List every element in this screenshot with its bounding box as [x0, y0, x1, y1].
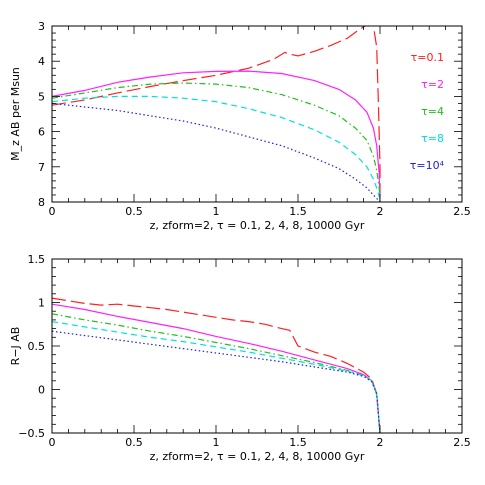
x-tick-label: 1 [213, 205, 220, 218]
y-axis-label: M_z AB per Msun [9, 67, 22, 161]
legend-entry-5: τ=10⁴ [410, 159, 445, 172]
legend-entry-3: τ=4 [421, 105, 444, 118]
bottom-chart-panel: 0 0.5 1 1.5 2 2.5−0.500.511.5z, zform=2, τ = … [9, 253, 471, 463]
x-tick-label: 2 [377, 205, 384, 218]
series-line-5 [52, 102, 381, 202]
x-tick-label: 0.5 [125, 436, 143, 449]
y-tick-label: 1 [38, 297, 45, 310]
series-line-2 [52, 70, 381, 202]
legend-entry-2: τ=2 [421, 78, 444, 91]
series-line-4 [52, 95, 381, 202]
y-tick-label: 7 [38, 161, 45, 174]
x-tick-label: 1 [213, 436, 220, 449]
series-line-1 [52, 297, 381, 433]
series-line-4 [52, 321, 381, 433]
x-tick-label: 1.5 [289, 436, 307, 449]
y-tick-label: −0.5 [18, 427, 45, 440]
x-tick-label: 2.5 [453, 205, 471, 218]
y-tick-label: 3 [38, 20, 45, 33]
x-tick-label: 0 [49, 205, 56, 218]
series-line-1 [52, 26, 381, 202]
x-tick-label: 0 [49, 436, 56, 449]
series-line-3 [52, 313, 381, 433]
y-tick-label: 5 [38, 90, 45, 103]
y-tick-label: 0.5 [28, 340, 46, 353]
y-tick-label: 1.5 [28, 253, 46, 266]
y-tick-label: 8 [38, 196, 45, 209]
y-tick-label: 6 [38, 126, 45, 139]
y-tick-label: 4 [38, 55, 45, 68]
y-axis-label: R−J AB [9, 327, 22, 366]
x-axis-label: z, zform=2, τ = 0.1, 2, 4, 8, 10000 Gyr [150, 450, 365, 463]
x-tick-label: 0.5 [125, 205, 143, 218]
x-tick-label: 1.5 [289, 205, 307, 218]
series-line-3 [52, 82, 381, 202]
x-tick-label: 2 [377, 436, 384, 449]
top-chart-panel: 0 0.5 1 1.5 2 2.5 3 4 5 6 7 8 z, zform=2, τ = 0.1, 2… [9, 20, 471, 232]
y-tick-label: 0 [38, 384, 45, 397]
plot-frame [51, 25, 463, 203]
x-axis-label: z, zform=2, τ = 0.1, 2, 4, 8, 10000 Gyr [150, 219, 365, 232]
legend-entry-1: τ=0.1 [411, 51, 444, 64]
series-line-2 [52, 303, 381, 433]
x-tick-label: 2.5 [453, 436, 471, 449]
plot-frame [51, 258, 463, 434]
legend-entry-4: τ=8 [421, 132, 444, 145]
